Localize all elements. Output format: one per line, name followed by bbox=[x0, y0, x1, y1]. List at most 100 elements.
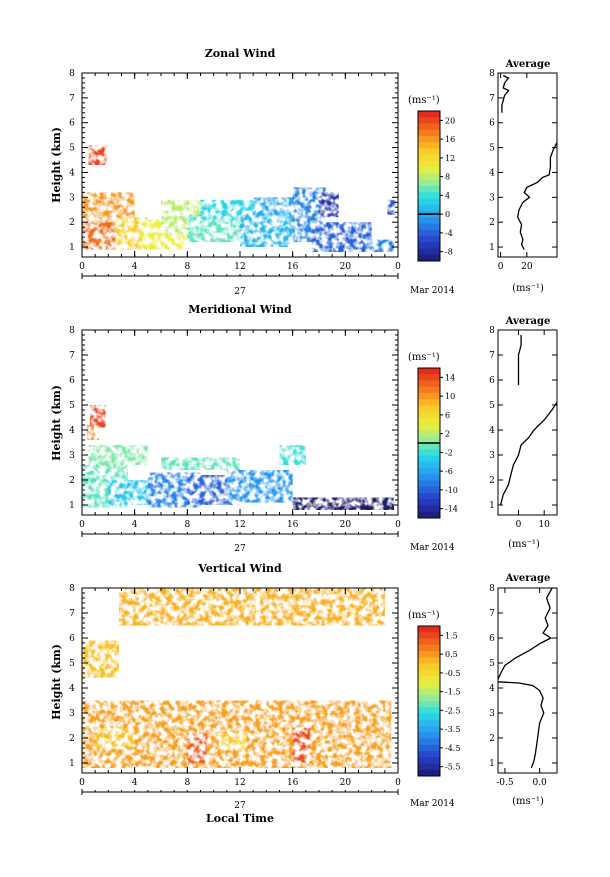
colorbar-cell bbox=[418, 167, 440, 174]
colorbar-tick-label: 14 bbox=[445, 373, 455, 382]
data-patch bbox=[88, 445, 148, 465]
colorbar-cell bbox=[418, 148, 440, 156]
colorbar-cell bbox=[418, 192, 440, 199]
colorbar-tick-label: -8 bbox=[445, 248, 453, 257]
heatmap-area bbox=[82, 588, 392, 768]
colorbar-cell bbox=[418, 374, 440, 381]
colorbar-border bbox=[417, 625, 441, 777]
colorbar-cell bbox=[418, 223, 440, 231]
x-axis-label: Local Time bbox=[206, 812, 274, 825]
profile-unit: (ms⁻¹) bbox=[512, 283, 544, 294]
y-tick-label: 8 bbox=[69, 69, 75, 79]
profile-y-tick-label: 7 bbox=[489, 609, 495, 619]
colorbar-cell bbox=[418, 644, 440, 652]
profile-unit: (ms⁻¹) bbox=[512, 796, 544, 807]
colorbar-border bbox=[417, 110, 441, 262]
data-patch bbox=[319, 192, 339, 218]
colorbar-cell bbox=[418, 493, 440, 500]
profile-x-tick-label: 20 bbox=[521, 262, 533, 272]
data-patch-group bbox=[82, 405, 395, 510]
colorbar-cell bbox=[418, 368, 440, 375]
x-tick-label: 0 bbox=[395, 520, 401, 530]
average-profile: 1 2 3 4 5 6 7 8 0 20 bbox=[489, 69, 558, 272]
y-tick-label: 8 bbox=[69, 584, 75, 594]
colorbar-cell bbox=[418, 443, 440, 450]
colorbar-cell bbox=[418, 651, 440, 658]
y-tick-label: 5 bbox=[69, 401, 75, 411]
panel-title: Meridional Wind bbox=[188, 303, 292, 316]
colorbar-cell bbox=[418, 480, 440, 488]
colorbar-cell bbox=[418, 242, 440, 249]
profile-title: Average bbox=[505, 59, 551, 70]
colorbar-cell bbox=[418, 449, 440, 456]
y-tick-label: 5 bbox=[69, 659, 75, 669]
x-tick-label: 16 bbox=[287, 262, 299, 272]
y-tick-label: 3 bbox=[69, 709, 75, 719]
colorbar-tick-label: 8 bbox=[445, 173, 450, 182]
colorbar-tick-label: 12 bbox=[445, 154, 455, 163]
data-patch bbox=[95, 728, 135, 748]
colorbar-cell bbox=[418, 763, 440, 771]
colorbar-cell bbox=[418, 626, 440, 633]
colorbar-cell bbox=[418, 399, 440, 406]
data-patch-group bbox=[82, 145, 396, 253]
colorbar-cell bbox=[418, 676, 440, 683]
day-label: 27 bbox=[234, 287, 246, 297]
profile-x-tick-label: 0 bbox=[516, 520, 522, 530]
y-tick-label: 4 bbox=[69, 168, 75, 178]
colorbar-tick-label: -6 bbox=[445, 467, 453, 476]
colorbar-cell bbox=[418, 418, 440, 425]
x-tick-label: 4 bbox=[132, 262, 138, 272]
colorbar-cell bbox=[418, 161, 440, 168]
data-patch bbox=[365, 239, 395, 253]
y-tick-label: 7 bbox=[69, 94, 75, 104]
colorbar-tick-label: -10 bbox=[445, 486, 458, 495]
profile-border bbox=[497, 587, 558, 774]
x-tick-label: 0 bbox=[395, 778, 401, 788]
colorbar-tick-label: 20 bbox=[445, 116, 455, 125]
profile-title: Average bbox=[505, 573, 551, 584]
colorbar-cell bbox=[418, 136, 440, 143]
data-patch bbox=[312, 222, 372, 253]
colorbar-tick-label: -5.5 bbox=[445, 763, 460, 772]
y-axis-label: Height (km) bbox=[50, 644, 63, 720]
data-patch bbox=[82, 640, 119, 678]
profile-y-tick-label: 6 bbox=[489, 634, 495, 644]
colorbar-cell bbox=[418, 719, 440, 727]
colorbar-cell bbox=[418, 405, 440, 413]
colorbar-cell bbox=[418, 430, 440, 438]
colorbar-tick-label: -14 bbox=[445, 505, 458, 514]
day-label: 27 bbox=[234, 544, 246, 554]
profile-line bbox=[517, 142, 558, 250]
profile-y-tick-label: 8 bbox=[489, 326, 495, 336]
y-tick-label: 6 bbox=[69, 634, 75, 644]
profile-unit: (ms⁻¹) bbox=[508, 539, 540, 550]
x-tick-label: 12 bbox=[234, 520, 245, 530]
y-tick-label: 4 bbox=[69, 684, 75, 694]
x-tick-label: 8 bbox=[184, 778, 190, 788]
profile-y-tick-label: 2 bbox=[489, 218, 495, 228]
profile-y-tick-label: 5 bbox=[489, 144, 495, 154]
colorbar-tick-label: 10 bbox=[445, 392, 455, 401]
colorbar-cell bbox=[418, 732, 440, 739]
x-tick-label: 16 bbox=[287, 520, 299, 530]
colorbar-cell bbox=[418, 123, 440, 131]
colorbar-tick-label: 0.5 bbox=[445, 650, 458, 659]
x-tick-label: 0 bbox=[79, 262, 85, 272]
colorbar-cell bbox=[418, 117, 440, 124]
colorbar-cell bbox=[418, 186, 440, 193]
data-patch bbox=[87, 425, 100, 440]
profile-y-tick-label: 4 bbox=[489, 168, 495, 178]
colorbar-unit: (ms⁻¹) bbox=[408, 352, 440, 363]
colorbar-tick-label: 2 bbox=[445, 430, 450, 439]
colorbar: 20 16 12 8 4 0 -4 -8 bbox=[417, 110, 455, 262]
profile-y-tick-label: 5 bbox=[489, 401, 495, 411]
x-tick-label: 0 bbox=[395, 262, 401, 272]
colorbar-cell bbox=[418, 254, 440, 262]
colorbar-cell bbox=[418, 154, 440, 162]
colorbar-cell bbox=[418, 632, 440, 639]
profile-y-tick-label: 1 bbox=[489, 759, 495, 769]
